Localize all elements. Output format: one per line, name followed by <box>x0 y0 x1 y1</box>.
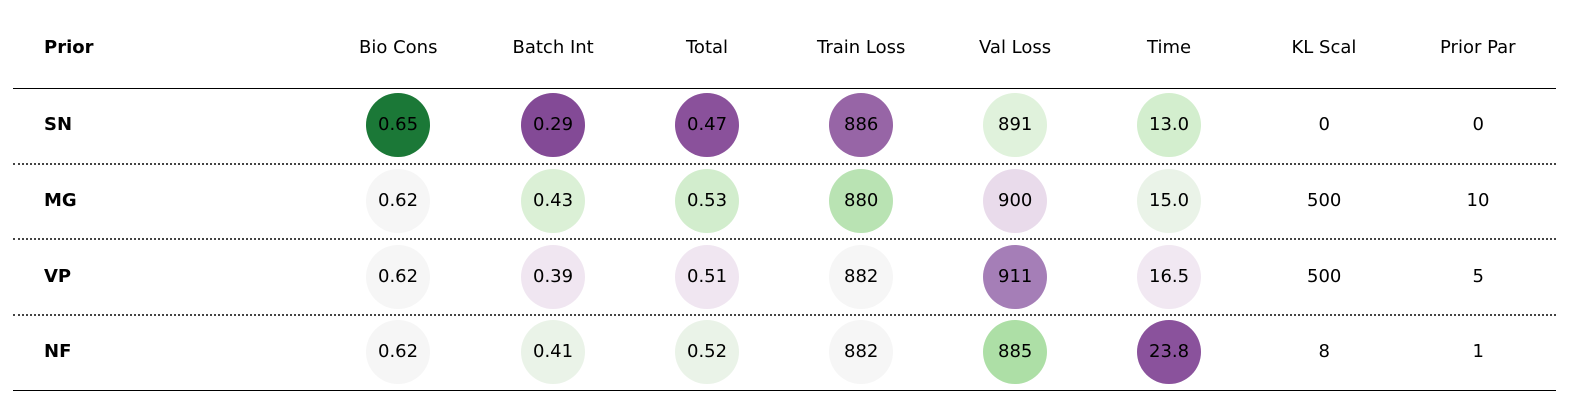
cell-value: 0.41 <box>533 341 574 362</box>
value-circle <box>829 320 893 384</box>
cell-value: 23.8 <box>1149 341 1190 362</box>
row-label-nf: NF <box>44 341 72 362</box>
value-circle <box>366 320 430 384</box>
row-divider <box>13 238 1556 240</box>
cell-value: 882 <box>844 266 879 287</box>
cell-value: 0.51 <box>687 266 728 287</box>
row-divider <box>13 163 1556 165</box>
cell-value: 0 <box>1318 114 1330 135</box>
cell-value: 900 <box>998 190 1033 211</box>
value-circle <box>983 245 1047 309</box>
value-circle <box>521 320 585 384</box>
header-time: Time <box>1147 37 1192 58</box>
value-circle <box>1137 320 1201 384</box>
cell-value: 0.52 <box>687 341 728 362</box>
cell-value: 0 <box>1472 114 1484 135</box>
row-label-vp: VP <box>44 266 72 287</box>
cell-value: 500 <box>1307 190 1342 211</box>
value-circle <box>366 245 430 309</box>
cell-value: 500 <box>1307 266 1342 287</box>
value-circle <box>675 320 739 384</box>
header-val-loss: Val Loss <box>979 37 1052 58</box>
value-circle <box>675 93 739 157</box>
cell-value: 886 <box>844 114 879 135</box>
cell-value: 5 <box>1472 266 1484 287</box>
header-prior-par: Prior Par <box>1440 37 1516 58</box>
value-circle <box>675 245 739 309</box>
value-circle <box>366 169 430 233</box>
cell-value: 0.29 <box>533 114 574 135</box>
header-total: Total <box>686 37 729 58</box>
cell-value: 13.0 <box>1149 114 1190 135</box>
row-divider <box>13 314 1556 316</box>
value-circle <box>1137 245 1201 309</box>
cell-value: 882 <box>844 341 879 362</box>
value-circle <box>1137 169 1201 233</box>
cell-value: 0.53 <box>687 190 728 211</box>
value-circle <box>366 93 430 157</box>
cell-value: 911 <box>998 266 1033 287</box>
cell-value: 15.0 <box>1149 190 1190 211</box>
value-circle <box>983 93 1047 157</box>
cell-value: 0.43 <box>533 190 574 211</box>
header-train-loss: Train Loss <box>817 37 906 58</box>
value-circle <box>829 245 893 309</box>
row-label-mg: MG <box>44 190 77 211</box>
cell-value: 0.62 <box>378 266 419 287</box>
cell-value: 885 <box>998 341 1033 362</box>
cell-value: 880 <box>844 190 879 211</box>
value-circle <box>983 169 1047 233</box>
value-circle <box>521 169 585 233</box>
cell-value: 0.65 <box>378 114 419 135</box>
cell-value: 891 <box>998 114 1033 135</box>
bottom-rule <box>13 390 1556 391</box>
cell-value: 0.62 <box>378 341 419 362</box>
value-circle <box>829 169 893 233</box>
header-bio-cons: Bio Cons <box>359 37 438 58</box>
cell-value: 0.62 <box>378 190 419 211</box>
value-circle <box>1137 93 1201 157</box>
row-label-sn: SN <box>44 114 73 135</box>
header-batch-int: Batch Int <box>512 37 594 58</box>
cell-value: 0.39 <box>533 266 574 287</box>
cell-value: 10 <box>1466 190 1490 211</box>
value-circle <box>675 169 739 233</box>
value-circle <box>521 245 585 309</box>
value-circle <box>983 320 1047 384</box>
value-circle <box>829 93 893 157</box>
cell-value: 1 <box>1472 341 1484 362</box>
cell-value: 0.47 <box>687 114 728 135</box>
header-kl-scal: KL Scal <box>1291 37 1357 58</box>
cell-value: 8 <box>1318 341 1330 362</box>
header-prior: Prior <box>44 37 94 58</box>
value-circle <box>521 93 585 157</box>
header-rule <box>13 88 1556 89</box>
cell-value: 16.5 <box>1149 266 1190 287</box>
